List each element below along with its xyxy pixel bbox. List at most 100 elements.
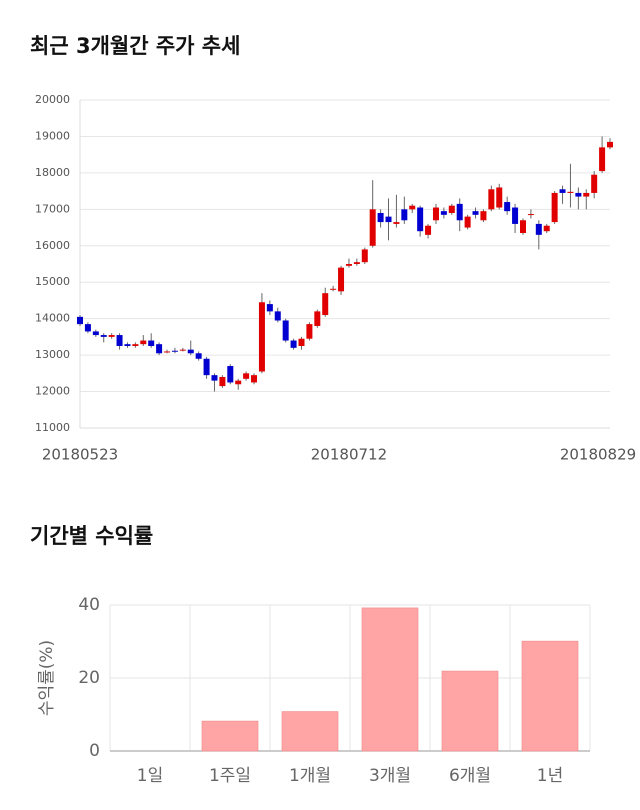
candle-body (306, 324, 313, 339)
candle-body (377, 212, 384, 223)
candle-body (353, 262, 360, 264)
y-tick-label: 40 (78, 595, 100, 615)
y-tick-label: 18000 (35, 166, 70, 179)
y-tick-label: 19000 (35, 129, 70, 142)
candle-body (140, 340, 147, 345)
candle-body (591, 174, 598, 193)
x-tick-label: 1년 (537, 766, 563, 786)
candle-body (464, 216, 471, 228)
candle-body (519, 220, 526, 234)
y-tick-label: 20 (78, 668, 100, 688)
candle-body (148, 340, 155, 346)
x-tick-label: 1일 (137, 766, 163, 786)
candle-body (567, 191, 574, 193)
candle-body (385, 216, 392, 223)
candle-body (599, 147, 606, 172)
candle-body (171, 350, 178, 352)
candle-body (132, 344, 139, 346)
candle-body (179, 349, 186, 351)
bar (361, 607, 419, 752)
candle-body (314, 311, 321, 326)
candle-body (227, 366, 234, 383)
candle-body (583, 192, 590, 197)
candle-body (219, 376, 226, 387)
y-tick-label: 15000 (35, 275, 70, 288)
candle-body (84, 324, 91, 332)
candle-body (274, 311, 281, 321)
candle-body (496, 187, 503, 208)
candle-body (432, 207, 439, 221)
x-tick-label: 20180523 (42, 446, 118, 464)
candle-body (258, 302, 265, 372)
candle-body (472, 211, 479, 215)
candle-body (251, 375, 258, 383)
candle-body (330, 288, 337, 290)
candle-body (211, 375, 218, 381)
x-tick-label: 1개월 (289, 766, 331, 786)
candle-body (488, 189, 495, 210)
y-tick-label: 0 (89, 741, 100, 761)
candle-body (338, 267, 345, 292)
candle-body (235, 380, 242, 385)
candle-body (535, 223, 542, 235)
y-axis-label: 수익률(%) (37, 640, 57, 716)
candle-body (290, 340, 297, 348)
candle-body (480, 211, 487, 221)
candle-body (116, 335, 123, 346)
candle-body (401, 209, 408, 221)
x-tick-label: 1주일 (209, 766, 251, 786)
y-tick-label: 13000 (35, 348, 70, 361)
candle-body (266, 304, 273, 312)
candle-body (417, 207, 424, 232)
candle-body (543, 225, 550, 232)
candle-body (527, 214, 534, 216)
bar (281, 711, 339, 752)
candle-body (92, 331, 99, 336)
candle-body (243, 373, 250, 379)
candle-body (512, 207, 519, 224)
candle-body (345, 264, 352, 266)
y-tick-label: 17000 (35, 202, 70, 215)
candle-body (551, 192, 558, 223)
candle-body (322, 293, 329, 316)
candle-body (361, 249, 368, 263)
x-tick-label: 20180712 (311, 446, 387, 464)
candle-body (108, 335, 115, 337)
candle-body (187, 349, 194, 354)
y-tick-label: 14000 (35, 312, 70, 325)
x-tick-label: 20180829 (560, 446, 636, 464)
candle-body (124, 344, 131, 346)
bar (521, 640, 579, 752)
candle-body (425, 225, 432, 235)
candle-body (448, 205, 455, 213)
candle-body (456, 203, 463, 221)
candle-body (575, 192, 582, 197)
candle-body (195, 353, 202, 359)
candle-body (504, 202, 511, 212)
candle-body (282, 320, 289, 341)
candle-body (156, 344, 163, 354)
y-tick-label: 12000 (35, 385, 70, 398)
chart-title: 최근 3개월간 주가 추세 (30, 34, 240, 58)
bar (201, 720, 259, 752)
candle-body (559, 189, 566, 193)
candle-body (440, 211, 447, 215)
candle-body (393, 222, 400, 224)
y-tick-label: 11000 (35, 421, 70, 434)
candle-body (77, 316, 83, 325)
candle-body (164, 351, 171, 353)
x-tick-label: 6개월 (449, 766, 491, 786)
candle-body (607, 141, 613, 148)
y-tick-label: 16000 (35, 239, 70, 252)
candle-body (369, 209, 376, 246)
x-tick-label: 3개월 (369, 766, 411, 786)
candle-body (100, 335, 107, 337)
chart-title: 기간별 수익률 (30, 524, 153, 548)
candle-body (409, 205, 416, 210)
candle-body (203, 358, 210, 376)
bar (441, 670, 499, 752)
candle-body (298, 338, 305, 346)
y-tick-label: 20000 (35, 93, 70, 106)
